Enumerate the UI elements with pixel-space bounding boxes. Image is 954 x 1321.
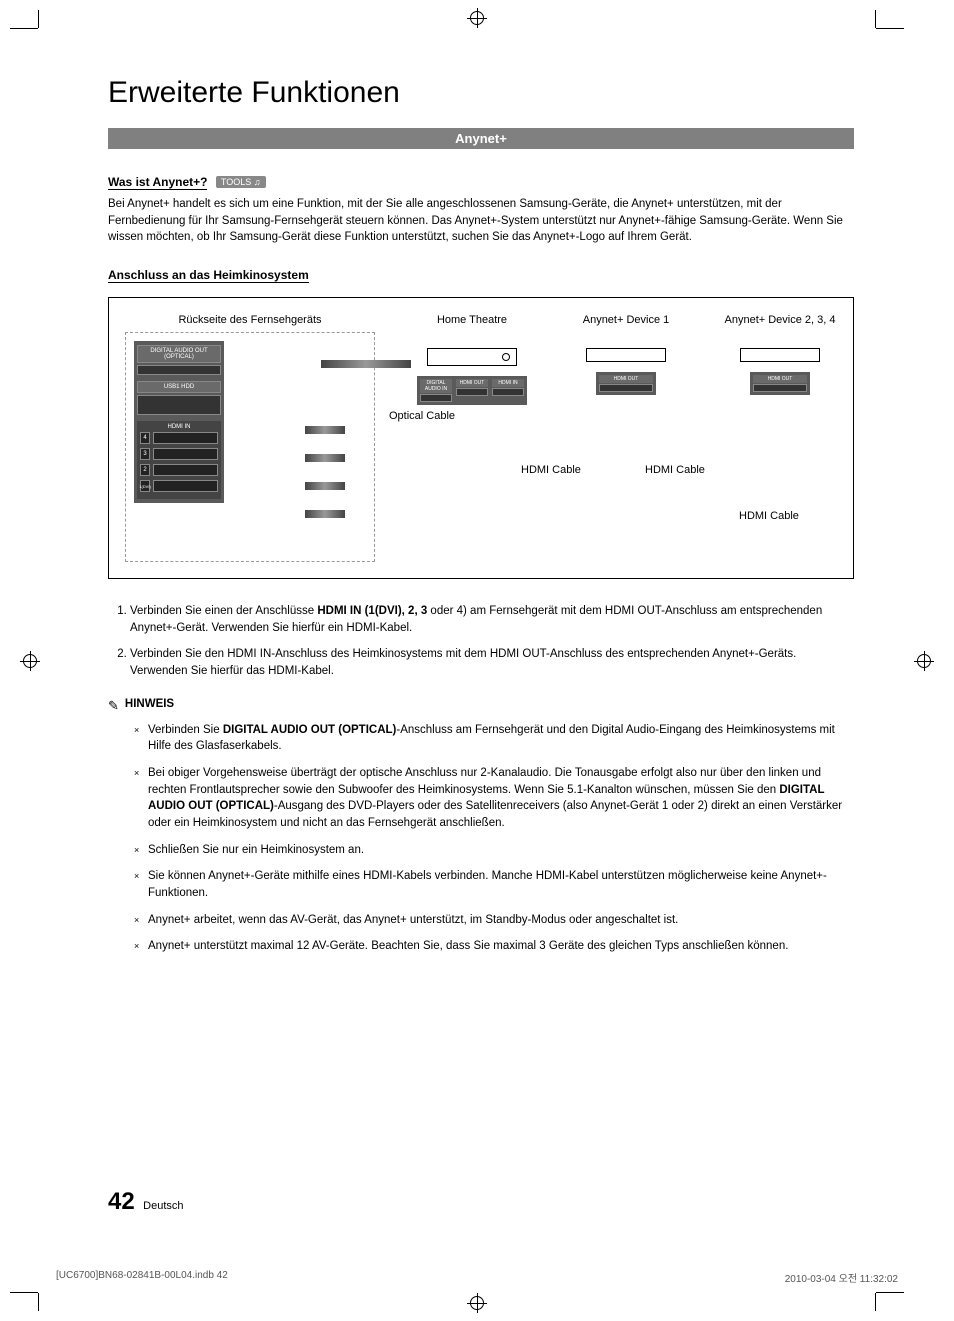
- step-1: Verbinden Sie einen der Anschlüsse HDMI …: [130, 603, 854, 636]
- hdmi-port-3: 3: [140, 448, 218, 460]
- page-number-value: 42: [108, 1188, 135, 1215]
- usb-label: USB1 HDD: [137, 381, 221, 393]
- note-icon: ✎: [108, 698, 119, 714]
- notes-list: Verbinden Sie DIGITAL AUDIO OUT (OPTICAL…: [108, 722, 854, 955]
- home-theatre-device: Home Theatre DIGITAL AUDIO IN HDMI OUT H…: [415, 314, 529, 405]
- crop-mark: [10, 1292, 38, 1293]
- hdmi-cable-label: HDMI Cable: [645, 464, 705, 476]
- registration-mark: [467, 8, 487, 28]
- intro-paragraph: Bei Anynet+ handelt es sich um eine Funk…: [108, 196, 854, 246]
- hdmi-cable-label: HDMI Cable: [739, 510, 799, 522]
- hdmi-port-1dvi: 1(DVI): [140, 480, 218, 492]
- registration-mark: [467, 1293, 487, 1313]
- anynet-dev234-box: [740, 348, 820, 362]
- hinweis-heading: ✎ HINWEIS: [108, 698, 854, 714]
- anynet-device-234: Anynet+ Device 2, 3, 4 HDMI OUT: [723, 314, 837, 405]
- page-language: Deutsch: [143, 1200, 183, 1212]
- crop-mark: [876, 1292, 904, 1293]
- note-item: Sie können Anynet+-Geräte mithilfe eines…: [148, 868, 854, 901]
- hdmi-cable-stub: [305, 510, 345, 518]
- home-theatre-ports: DIGITAL AUDIO IN HDMI OUT HDMI IN: [417, 376, 527, 405]
- note-item: Bei obiger Vorgehensweise überträgt der …: [148, 765, 854, 832]
- crop-mark: [10, 28, 38, 29]
- anynet-dev234-label: Anynet+ Device 2, 3, 4: [723, 314, 837, 342]
- crop-mark: [875, 1293, 876, 1311]
- home-theatre-label: Home Theatre: [415, 314, 529, 342]
- note-item: Schließen Sie nur ein Heimkinosystem an.: [148, 842, 854, 859]
- hdmi-cable-stub: [305, 426, 345, 434]
- usb-port: [137, 395, 221, 415]
- crop-mark: [875, 10, 876, 28]
- hdmi-in-label: HDMI IN: [140, 424, 218, 430]
- hdmi-cable-stub: [305, 454, 345, 462]
- footer: [UC6700]BN68-02841B-00L04.indb 42 2010-0…: [56, 1270, 898, 1285]
- section-bar: Anynet+: [108, 128, 854, 149]
- subheading-row: Was ist Anynet+? TOOLS ♫: [108, 173, 854, 196]
- page-number: 42 Deutsch: [108, 1188, 184, 1216]
- tools-badge: TOOLS ♫: [216, 176, 266, 188]
- note-item: Anynet+ unterstützt maximal 12 AV-Geräte…: [148, 938, 854, 955]
- optical-port: [137, 365, 221, 375]
- anynet-dev1-ports: HDMI OUT: [596, 372, 656, 395]
- hdmi-cable-stub: [305, 482, 345, 490]
- crop-mark: [38, 1293, 39, 1311]
- note-item: Verbinden Sie DIGITAL AUDIO OUT (OPTICAL…: [148, 722, 854, 755]
- subheading-connection: Anschluss an das Heimkinosystem: [108, 268, 309, 283]
- subheading: Was ist Anynet+?: [108, 175, 207, 190]
- registration-mark: [20, 651, 40, 671]
- registration-mark: [914, 651, 934, 671]
- step-2: Verbinden Sie den HDMI IN-Anschluss des …: [130, 646, 854, 679]
- footer-filename: [UC6700]BN68-02841B-00L04.indb 42: [56, 1270, 228, 1285]
- digital-audio-out-label: DIGITAL AUDIO OUT (OPTICAL): [137, 345, 221, 363]
- hinweis-label: HINWEIS: [125, 698, 174, 710]
- tv-label: Rückseite des Fernsehgeräts: [125, 314, 375, 326]
- anynet-dev1-box: [586, 348, 666, 362]
- crop-mark: [38, 10, 39, 28]
- crop-mark: [876, 28, 904, 29]
- tv-back-panel: Rückseite des Fernsehgeräts DIGITAL AUDI…: [125, 314, 375, 562]
- steps-list: Verbinden Sie einen der Anschlüsse HDMI …: [108, 603, 854, 680]
- home-theatre-box: [427, 348, 517, 366]
- hdmi-cable-label: HDMI Cable: [521, 464, 581, 476]
- anynet-device-1: Anynet+ Device 1 HDMI OUT: [569, 314, 683, 405]
- optical-cable-label: Optical Cable: [389, 410, 455, 422]
- hdmi-port-4: 4: [140, 432, 218, 444]
- optical-cable-stub: [321, 360, 411, 368]
- hdmi-port-2: 2: [140, 464, 218, 476]
- anynet-dev234-ports: HDMI OUT: [750, 372, 810, 395]
- chapter-title: Erweiterte Funktionen: [108, 76, 854, 110]
- connection-diagram: Rückseite des Fernsehgeräts DIGITAL AUDI…: [108, 297, 854, 579]
- anynet-dev1-label: Anynet+ Device 1: [569, 314, 683, 342]
- footer-timestamp: 2010-03-04 오전 11:32:02: [785, 1270, 898, 1285]
- note-item: Anynet+ arbeitet, wenn das AV-Gerät, das…: [148, 912, 854, 929]
